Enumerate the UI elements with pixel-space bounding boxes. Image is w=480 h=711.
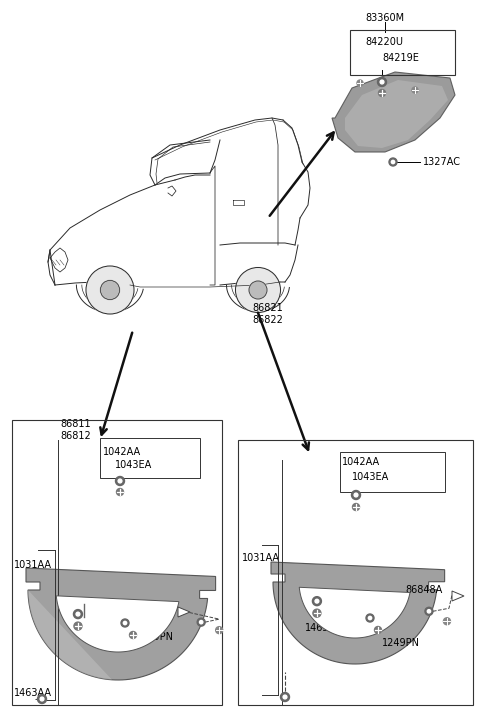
Polygon shape bbox=[332, 72, 455, 152]
Text: 83360M: 83360M bbox=[365, 13, 405, 23]
Circle shape bbox=[380, 80, 384, 84]
Text: 1463AA: 1463AA bbox=[305, 623, 343, 633]
Circle shape bbox=[374, 626, 382, 634]
Polygon shape bbox=[345, 80, 448, 148]
Circle shape bbox=[118, 479, 122, 483]
Text: 1043EA: 1043EA bbox=[115, 460, 152, 470]
Polygon shape bbox=[299, 587, 410, 638]
Bar bbox=[12, 420, 222, 705]
Circle shape bbox=[389, 158, 397, 166]
Circle shape bbox=[123, 621, 127, 625]
Text: 1327AC: 1327AC bbox=[423, 157, 461, 167]
Polygon shape bbox=[271, 562, 444, 664]
Text: 1042AA: 1042AA bbox=[103, 447, 141, 457]
Circle shape bbox=[200, 621, 203, 624]
Circle shape bbox=[73, 609, 83, 619]
Bar bbox=[100, 438, 200, 478]
Text: 1249PN: 1249PN bbox=[136, 632, 174, 642]
Circle shape bbox=[391, 160, 395, 164]
Bar bbox=[340, 452, 445, 492]
Circle shape bbox=[351, 491, 360, 500]
Circle shape bbox=[427, 609, 431, 613]
Circle shape bbox=[130, 631, 136, 638]
Circle shape bbox=[377, 77, 386, 87]
Circle shape bbox=[444, 618, 450, 625]
Circle shape bbox=[249, 281, 267, 299]
Circle shape bbox=[236, 267, 280, 313]
Circle shape bbox=[315, 599, 319, 603]
Circle shape bbox=[379, 90, 385, 97]
Bar bbox=[350, 30, 455, 75]
Polygon shape bbox=[28, 590, 112, 680]
Circle shape bbox=[40, 697, 44, 701]
Circle shape bbox=[425, 607, 433, 615]
Circle shape bbox=[37, 695, 47, 703]
Circle shape bbox=[366, 614, 374, 622]
Text: 84220U: 84220U bbox=[365, 37, 403, 47]
Circle shape bbox=[352, 503, 360, 510]
Circle shape bbox=[283, 695, 287, 699]
Text: 1249PN: 1249PN bbox=[382, 638, 420, 648]
Circle shape bbox=[216, 626, 223, 634]
Polygon shape bbox=[178, 607, 190, 617]
Bar bbox=[238, 440, 473, 705]
Text: 1042AA: 1042AA bbox=[342, 457, 380, 467]
Circle shape bbox=[368, 616, 372, 620]
Text: 86811: 86811 bbox=[60, 419, 91, 429]
Circle shape bbox=[116, 476, 124, 486]
Text: 86812: 86812 bbox=[60, 431, 91, 441]
Circle shape bbox=[312, 597, 322, 606]
Text: 86848A: 86848A bbox=[405, 585, 442, 595]
Circle shape bbox=[100, 280, 120, 299]
Circle shape bbox=[86, 266, 134, 314]
Circle shape bbox=[74, 622, 82, 630]
Polygon shape bbox=[452, 591, 464, 601]
Circle shape bbox=[354, 493, 358, 497]
Circle shape bbox=[357, 80, 363, 86]
Text: 86821: 86821 bbox=[252, 303, 283, 313]
Polygon shape bbox=[56, 596, 179, 652]
Text: 84219E: 84219E bbox=[382, 53, 419, 63]
Text: 1043EA: 1043EA bbox=[352, 472, 389, 482]
Circle shape bbox=[313, 609, 321, 617]
Text: 1463AA: 1463AA bbox=[14, 688, 52, 698]
Circle shape bbox=[412, 87, 418, 93]
Text: 1031AA: 1031AA bbox=[14, 560, 52, 570]
Circle shape bbox=[280, 693, 289, 702]
Text: 86822: 86822 bbox=[252, 315, 283, 325]
Text: 86848A: 86848A bbox=[130, 603, 167, 613]
Polygon shape bbox=[26, 568, 216, 680]
Circle shape bbox=[121, 619, 129, 627]
Circle shape bbox=[117, 488, 123, 496]
Text: 1031AA: 1031AA bbox=[242, 553, 280, 563]
Circle shape bbox=[76, 612, 80, 616]
Circle shape bbox=[197, 618, 205, 626]
